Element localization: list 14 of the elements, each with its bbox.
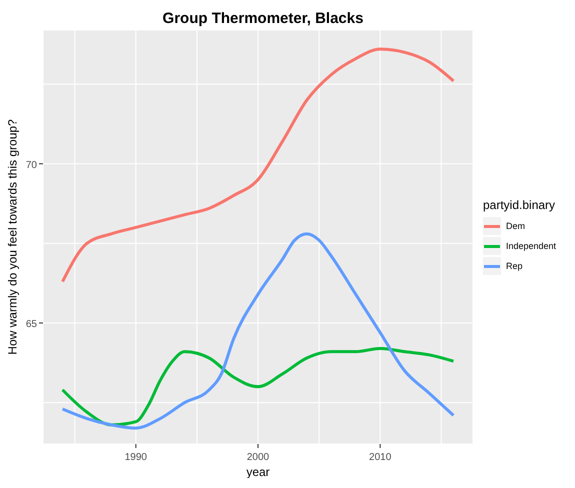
line-series bbox=[61, 48, 455, 284]
y-tick-label: 65 bbox=[26, 318, 38, 330]
x-tick-label: 2010 bbox=[369, 452, 392, 463]
line-series bbox=[61, 232, 455, 430]
legend-label: Independent bbox=[506, 241, 556, 251]
x-tick-label: 1990 bbox=[124, 452, 148, 463]
legend-label: Rep bbox=[506, 261, 523, 271]
line-series bbox=[61, 346, 455, 426]
x-tick-label: 2000 bbox=[246, 452, 270, 463]
legend-title: partyid.binary bbox=[483, 198, 556, 212]
legend-label: Dem bbox=[506, 221, 526, 231]
chart-title: Group Thermometer, Blacks bbox=[162, 10, 364, 27]
y-axis-title: How warmly do you feel towards this group? bbox=[5, 118, 20, 355]
y-tick-label: 70 bbox=[26, 160, 38, 171]
